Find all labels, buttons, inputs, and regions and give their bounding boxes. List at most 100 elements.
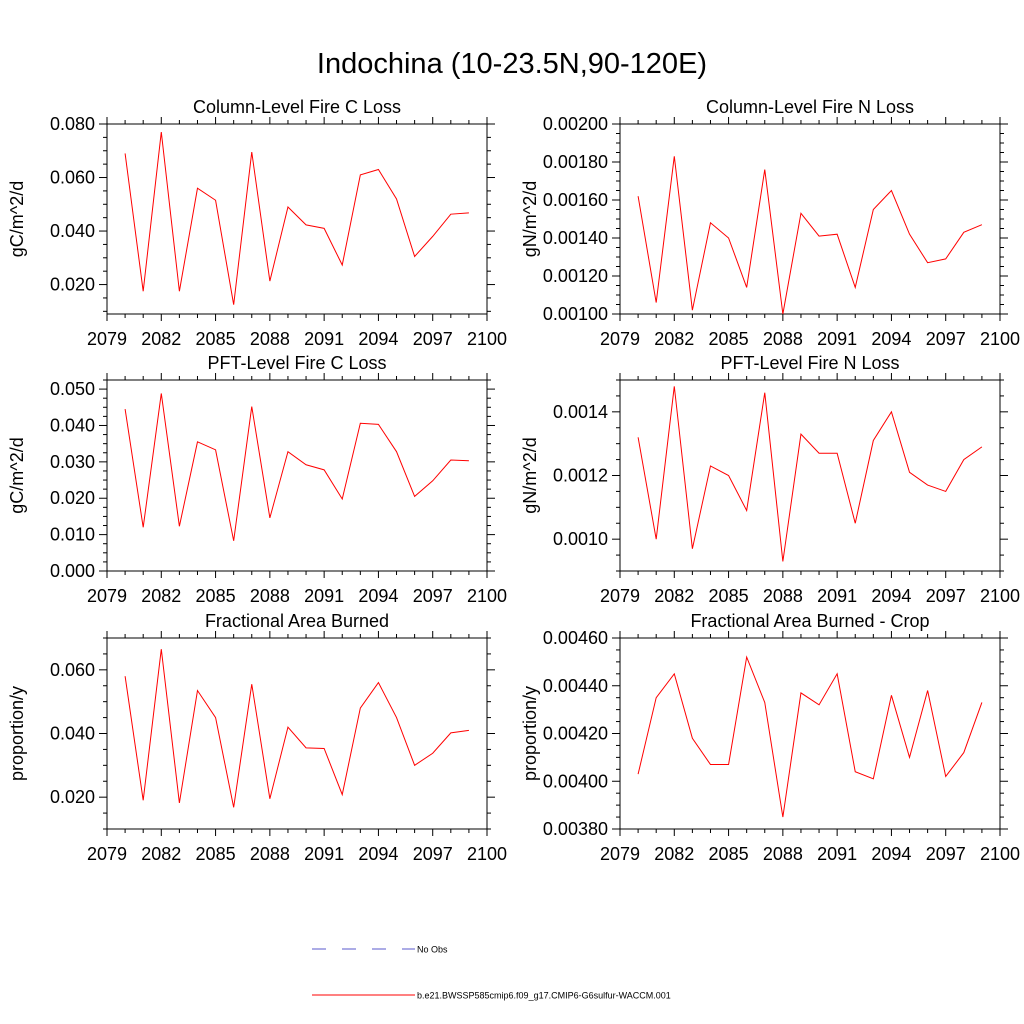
x-tick-label: 2100: [980, 586, 1020, 606]
x-tick-label: 2079: [600, 844, 640, 864]
x-tick-label: 2091: [304, 586, 344, 606]
x-tick-label: 2082: [654, 586, 694, 606]
y-tick-label: 0.0014: [553, 402, 608, 422]
x-tick-label: 2091: [304, 844, 344, 864]
chart-title: PFT-Level Fire C Loss: [207, 353, 386, 373]
y-tick-label: 0.040: [50, 221, 95, 241]
x-tick-label: 2097: [926, 329, 966, 349]
chart-title: Fractional Area Burned - Crop: [690, 611, 929, 631]
plot-frame: [619, 123, 1001, 315]
plot-frame: [619, 379, 1001, 572]
x-tick-label: 2097: [413, 329, 453, 349]
plot-frame: [106, 379, 488, 572]
y-tick-label: 0.00120: [543, 266, 608, 286]
y-tick-label: 0.00400: [543, 771, 608, 791]
chart-panel-5: Fractional Area Burned proportion/y 2079 20…: [7, 611, 507, 864]
chart-panel-1: Column-Level Fire C Loss gC/m^2/d 2079 2082…: [7, 97, 507, 349]
y-axis-label: gC/m^2/d: [7, 181, 27, 257]
chart-title: PFT-Level Fire N Loss: [720, 353, 899, 373]
x-tick-label: 2082: [141, 844, 181, 864]
x-tick-label: 2079: [87, 329, 127, 349]
x-tick-label: 2100: [467, 586, 507, 606]
x-tick-label: 2088: [250, 844, 290, 864]
x-tick-label: 2088: [763, 329, 803, 349]
plot-frame: [106, 123, 488, 315]
y-tick-label: 0.020: [50, 275, 95, 295]
x-tick-label: 2094: [358, 329, 398, 349]
legend: No Obs b.e21.BWSSP585cmip6.f09_g17.CMIP6-…: [312, 945, 671, 1001]
x-tick-label: 2079: [600, 329, 640, 349]
x-tick-label: 2085: [709, 329, 749, 349]
legend-label-1: No Obs: [417, 945, 448, 955]
series-line-1: [637, 386, 983, 562]
y-tick-label: 0.010: [50, 525, 95, 545]
y-tick-label: 0.0012: [553, 466, 608, 486]
series-line-1: [637, 655, 983, 818]
y-tick-label: 0.00380: [543, 819, 608, 839]
x-tick-label: 2085: [196, 329, 236, 349]
x-tick-label: 2100: [467, 844, 507, 864]
y-tick-label: 0.00440: [543, 676, 608, 696]
x-tick-label: 2091: [817, 329, 857, 349]
x-tick-label: 2088: [250, 586, 290, 606]
x-tick-label: 2085: [709, 844, 749, 864]
x-tick-label: 2091: [817, 844, 857, 864]
x-tick-label: 2085: [709, 586, 749, 606]
y-tick-label: 0.0010: [553, 529, 608, 549]
y-tick-label: 0.080: [50, 114, 95, 134]
x-tick-label: 2085: [196, 586, 236, 606]
y-tick-label: 0.030: [50, 452, 95, 472]
y-tick-label: 0.050: [50, 379, 95, 399]
x-tick-label: 2079: [87, 586, 127, 606]
y-tick-label: 0.000: [50, 561, 95, 581]
x-tick-label: 2082: [654, 844, 694, 864]
x-tick-label: 2094: [871, 844, 911, 864]
y-tick-label: 0.00160: [543, 190, 608, 210]
x-tick-label: 2097: [413, 586, 453, 606]
x-tick-label: 2097: [413, 844, 453, 864]
x-tick-label: 2094: [358, 844, 398, 864]
y-tick-label: 0.060: [50, 168, 95, 188]
x-tick-label: 2091: [304, 329, 344, 349]
chart-panel-3: PFT-Level Fire C Loss gC/m^2/d 2079 2082 208…: [7, 353, 507, 606]
x-tick-label: 2100: [467, 329, 507, 349]
y-tick-label: 0.00140: [543, 228, 608, 248]
plot-frame: [106, 637, 488, 830]
y-tick-label: 0.00460: [543, 628, 608, 648]
x-tick-label: 2088: [763, 586, 803, 606]
plot-frame: [619, 637, 1001, 830]
y-tick-label: 0.00100: [543, 304, 608, 324]
y-axis-label: proportion/y: [7, 686, 27, 781]
y-tick-label: 0.020: [50, 488, 95, 508]
y-tick-label: 0.040: [50, 415, 95, 435]
y-axis-label: gN/m^2/d: [520, 181, 540, 257]
y-axis-label: gC/m^2/d: [7, 437, 27, 513]
y-tick-label: 0.00420: [543, 724, 608, 744]
chart-panel-6: Fractional Area Burned - Crop proportion/…: [520, 611, 1020, 864]
x-tick-label: 2079: [600, 586, 640, 606]
x-tick-label: 2082: [141, 329, 181, 349]
x-tick-label: 2094: [871, 586, 911, 606]
y-tick-label: 0.060: [50, 660, 95, 680]
x-tick-label: 2088: [250, 329, 290, 349]
series-line-1: [124, 131, 469, 305]
y-tick-label: 0.040: [50, 724, 95, 744]
x-tick-label: 2097: [926, 586, 966, 606]
y-tick-label: 0.020: [50, 787, 95, 807]
chart-title: Column-Level Fire C Loss: [193, 97, 401, 117]
x-tick-label: 2100: [980, 329, 1020, 349]
chart-panel-4: PFT-Level Fire N Loss gN/m^2/d 2079 2082 208…: [520, 353, 1020, 606]
series-line-1: [124, 393, 469, 541]
series-line-1: [124, 649, 469, 808]
series-line-1: [637, 156, 983, 315]
x-tick-label: 2097: [926, 844, 966, 864]
legend-label-2: b.e21.BWSSP585cmip6.f09_g17.CMIP6-G6sulf…: [417, 991, 671, 1001]
chart-title: Column-Level Fire N Loss: [706, 97, 914, 117]
y-axis-label: gN/m^2/d: [520, 437, 540, 513]
x-tick-label: 2100: [980, 844, 1020, 864]
y-tick-label: 0.00180: [543, 152, 608, 172]
x-tick-label: 2094: [358, 586, 398, 606]
chart-title: Fractional Area Burned: [205, 611, 389, 631]
y-axis-label: proportion/y: [520, 686, 540, 781]
